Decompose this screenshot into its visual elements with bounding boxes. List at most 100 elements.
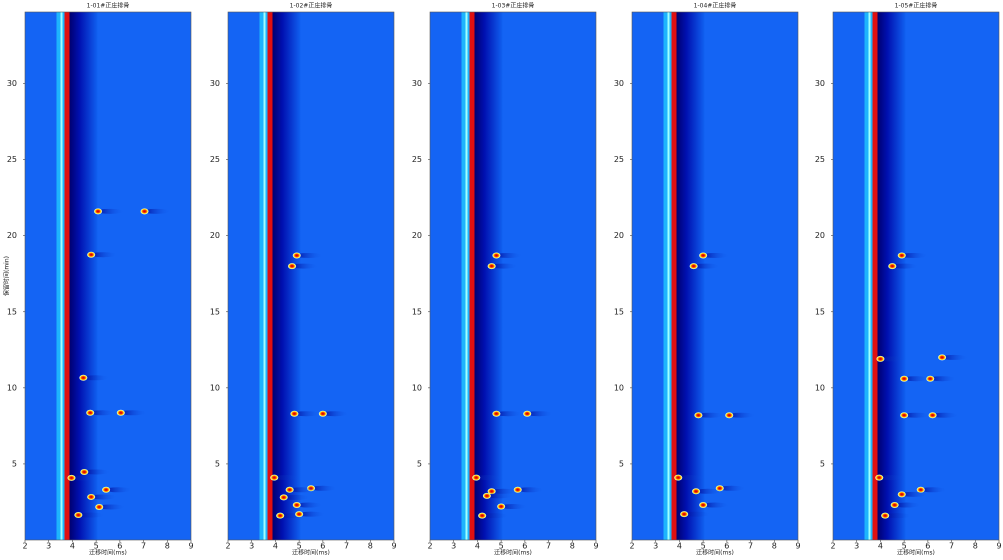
spot [926, 375, 957, 382]
spot-tail [88, 410, 117, 416]
spot-core [492, 252, 501, 259]
x-tick-label: 8 [570, 542, 575, 551]
dark-band [676, 12, 705, 540]
spot-tail [883, 513, 912, 519]
spot-tail [676, 475, 705, 481]
y-tick-label: 5 [12, 459, 17, 468]
y-tick-label: 25 [815, 155, 825, 164]
plot-frame [429, 11, 597, 541]
plot-background [228, 12, 394, 540]
spot [87, 251, 118, 258]
spot [888, 263, 919, 270]
spot-core [94, 208, 103, 215]
spot-tail [292, 411, 321, 417]
spot-tail [297, 511, 326, 517]
spot [285, 486, 316, 493]
spot [725, 412, 756, 419]
spot-core [487, 263, 496, 270]
spot-core [699, 502, 708, 509]
spot-tail [696, 412, 725, 418]
spot-core [487, 488, 496, 495]
spot-tail [515, 487, 544, 493]
rip-line [671, 12, 677, 540]
spot [94, 208, 125, 215]
spot-core [270, 474, 279, 481]
x-axis-label: 迁移时间(ms) [897, 549, 935, 557]
spot-core [492, 410, 501, 417]
spot [102, 486, 133, 493]
spot [292, 502, 323, 509]
spot-tail [480, 513, 509, 519]
title: 1-03#正庄排骨 [492, 2, 535, 10]
spot-core [900, 412, 909, 419]
y-tick-label: 10 [412, 383, 422, 392]
spot-tail [691, 263, 720, 269]
y-tick-label: 20 [815, 231, 825, 240]
spot-tail [82, 469, 111, 475]
x-tick-label: 2 [830, 542, 835, 551]
plot-background [833, 12, 999, 540]
spot-tail [320, 411, 349, 417]
rip-line [267, 12, 273, 540]
y-tick-label: 20 [7, 231, 17, 240]
title: 1-05#正庄排骨 [895, 2, 938, 10]
y-tick-label: 10 [7, 383, 17, 392]
x-tick-label: 8 [772, 542, 777, 551]
spot-core [938, 354, 947, 361]
x-tick-label: 2 [629, 542, 634, 551]
spot-tail [892, 502, 921, 508]
x-tick-label: 6 [925, 542, 930, 551]
spot-core [318, 410, 327, 417]
y-tick-label: 20 [210, 231, 220, 240]
spot [74, 512, 105, 519]
spot-tail [89, 252, 118, 258]
y-tick-label: 15 [815, 307, 825, 316]
spot-tail [96, 208, 125, 214]
spot [95, 503, 126, 510]
x-tick-label: 3 [249, 542, 254, 551]
spot-tail [118, 410, 147, 416]
spot-tail [928, 376, 957, 382]
spot-tail [281, 494, 310, 500]
dark-band [69, 12, 98, 540]
spot-tail [717, 485, 746, 491]
x-axis-label: 迁移时间(ms) [292, 549, 330, 557]
spot-core [897, 252, 906, 259]
spot [295, 511, 326, 518]
x-tick-label: 9 [996, 542, 1001, 551]
spot-core [295, 511, 304, 518]
x-tick-label: 6 [320, 542, 325, 551]
spot-tail [309, 485, 337, 491]
y-tick-label: 15 [210, 307, 220, 316]
x-tick-label: 4 [475, 542, 480, 551]
spot [116, 409, 147, 416]
spot-core [87, 493, 96, 500]
spot [270, 474, 301, 481]
spot [689, 263, 720, 270]
spot-tail [701, 502, 730, 508]
x-axis-label: 迁移时间(ms) [89, 549, 127, 557]
x-tick-label: 3 [46, 542, 51, 551]
spot-tail [877, 475, 906, 481]
spot-core [900, 375, 909, 382]
spot-tail [525, 411, 554, 417]
dark-band [877, 12, 906, 540]
title: 1-02#正庄排骨 [290, 2, 333, 10]
spot-tail [76, 512, 105, 518]
spot-core [876, 355, 885, 362]
x-tick-label: 4 [878, 542, 883, 551]
spot [482, 492, 513, 499]
spot-tail [890, 263, 919, 269]
x-tick-label: 7 [949, 542, 954, 551]
spot-tail [899, 491, 928, 497]
spot-tail [69, 475, 98, 481]
spot-core [79, 374, 88, 381]
spot [881, 512, 912, 519]
y-tick-label: 5 [417, 459, 422, 468]
spot [694, 412, 725, 419]
spot-tail [489, 488, 518, 494]
y-tick-label: 25 [614, 155, 624, 164]
x-tick-label: 7 [141, 542, 146, 551]
